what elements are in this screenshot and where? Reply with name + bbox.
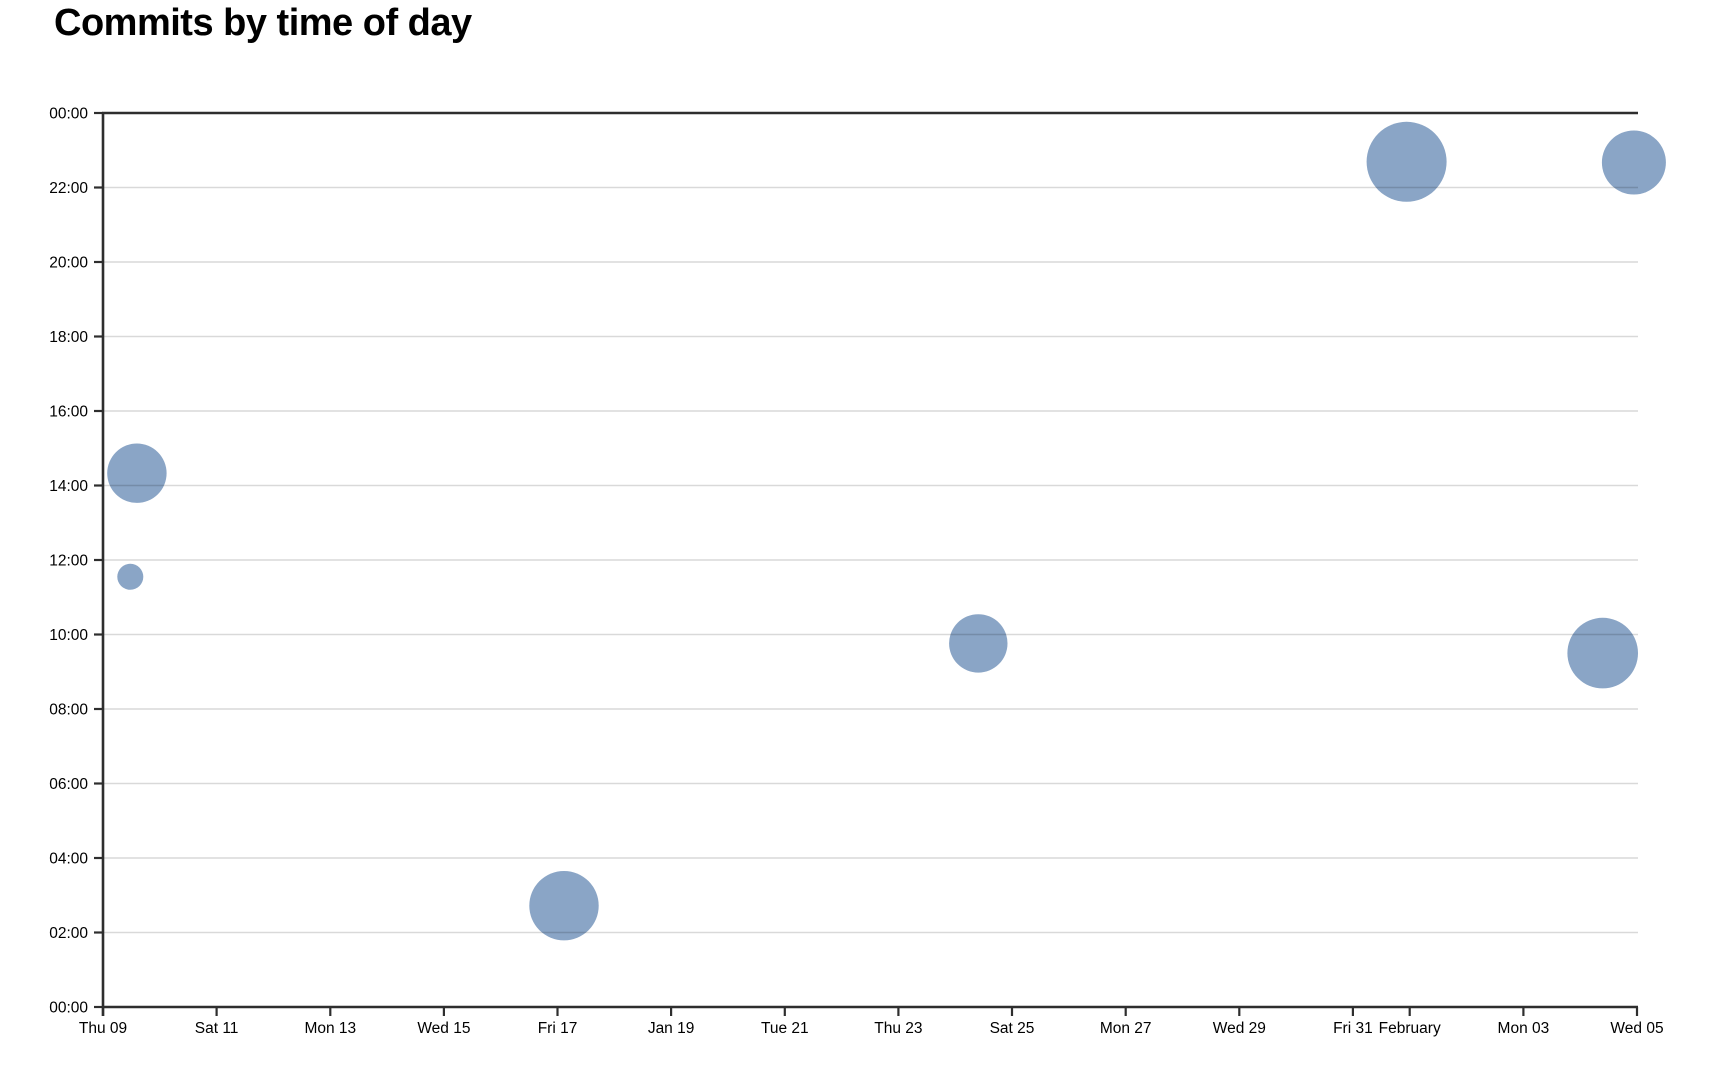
y-axis-tick-label: 18:00 [49, 329, 88, 346]
y-axis-tick-label: 14:00 [49, 478, 88, 495]
commit-bubble[interactable] [529, 871, 599, 941]
y-axis-tick-label: 00:00 [49, 106, 88, 123]
y-axis-tick-label: 02:00 [49, 925, 88, 942]
x-axis-tick-label: Wed 29 [1213, 1020, 1266, 1037]
y-axis-tick-label: 00:00 [49, 1000, 88, 1017]
x-axis-tick-label: Mon 13 [304, 1020, 356, 1037]
chart-title: Commits by time of day [54, 2, 472, 44]
x-axis-tick-label: Tue 21 [761, 1020, 809, 1037]
y-axis-tick-label: 12:00 [49, 553, 88, 570]
x-axis-tick-label: Fri 17 [538, 1020, 578, 1037]
commit-bubble[interactable] [1601, 130, 1666, 195]
commit-bubble[interactable] [1366, 121, 1447, 202]
y-axis-tick-label: 20:00 [49, 255, 88, 272]
x-axis-tick-label: Mon 27 [1100, 1020, 1152, 1037]
commit-bubble[interactable] [949, 614, 1008, 673]
x-axis-tick-label: Jan 19 [648, 1020, 695, 1037]
commit-bubble[interactable] [1567, 617, 1638, 689]
y-axis-tick-label: 08:00 [49, 702, 88, 719]
x-axis-tick-label: Fri 31 [1333, 1020, 1373, 1037]
x-axis-tick-label: Wed 15 [417, 1020, 470, 1037]
x-axis-tick-label: Wed 05 [1610, 1020, 1663, 1037]
x-axis-tick-label: Sat 25 [990, 1020, 1035, 1037]
y-axis-tick-label: 22:00 [49, 180, 88, 197]
commit-bubble[interactable] [117, 563, 144, 590]
commit-bubble[interactable] [107, 443, 167, 503]
x-axis-tick-label: Thu 23 [874, 1020, 922, 1037]
x-axis-tick-label: Mon 03 [1498, 1020, 1550, 1037]
y-axis-tick-label: 10:00 [49, 627, 88, 644]
y-axis-tick-label: 04:00 [49, 851, 88, 868]
y-axis-tick-label: 06:00 [49, 776, 88, 793]
x-axis-tick-label: Thu 09 [79, 1020, 127, 1037]
x-axis-tick-label: February [1379, 1020, 1441, 1037]
x-axis-tick-label: Sat 11 [195, 1020, 239, 1037]
y-axis-tick-label: 16:00 [49, 404, 88, 421]
